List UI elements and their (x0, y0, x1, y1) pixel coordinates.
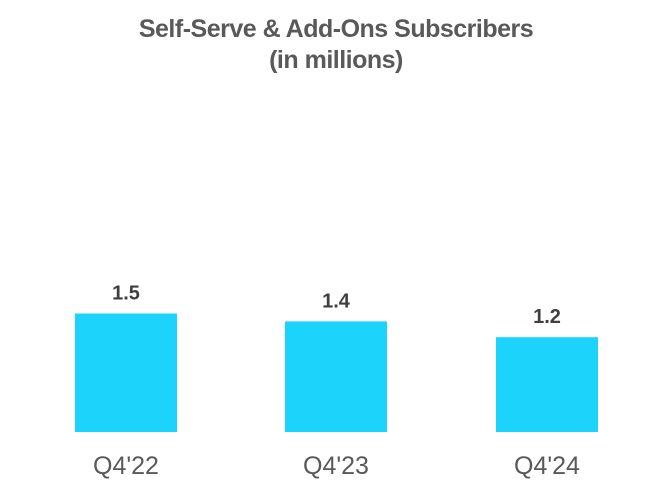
data-label: 1.2 (533, 306, 561, 328)
bars-group (75, 313, 598, 432)
x-tick-label: Q4'23 (303, 452, 369, 480)
chart-subtitle: (in millions) (269, 46, 403, 74)
chart-title: Self-Serve & Add-Ons Subscribers (138, 15, 534, 43)
data-labels-group: 1.5 1.4 1.2 (112, 283, 561, 329)
chart-title-block: Self-Serve & Add-Ons Subscribers (in mil… (0, 14, 672, 76)
bar-q422 (75, 313, 177, 432)
bar-q424 (496, 337, 598, 432)
x-tick-label: Q4'24 (514, 452, 580, 480)
x-tick-label: Q4'22 (93, 452, 159, 480)
data-label: 1.5 (112, 283, 140, 305)
tick-labels-group: Q4'22 Q4'23 Q4'24 (93, 452, 580, 480)
bar-q423 (285, 321, 387, 432)
data-label: 1.4 (322, 290, 351, 312)
